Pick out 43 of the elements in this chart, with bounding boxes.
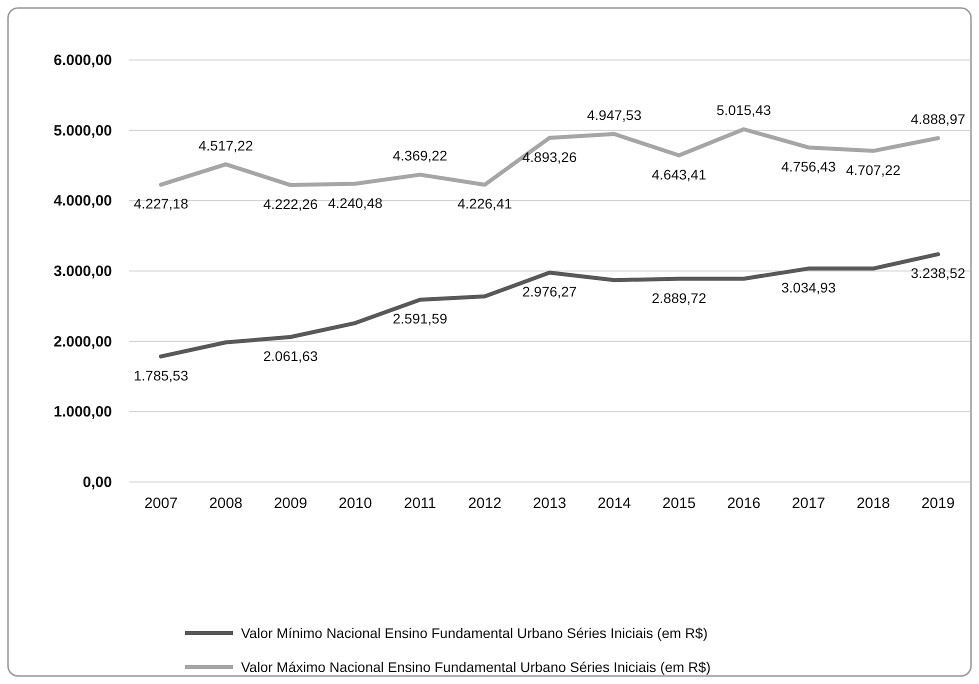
data-label: 1.785,53 (134, 367, 188, 384)
x-tick-label: 2012 (468, 495, 502, 512)
x-tick-label: 2013 (532, 495, 566, 512)
data-label: 2.591,59 (392, 310, 448, 327)
data-label: 4.643,41 (652, 166, 706, 182)
x-tick-label: 2015 (662, 495, 696, 512)
data-label: 4.517,22 (198, 137, 254, 154)
x-tick-label: 2016 (727, 495, 760, 512)
data-label: 3.034,93 (781, 280, 836, 296)
data-label: 4.226,41 (458, 196, 512, 212)
y-tick-label: 1.000,00 (54, 404, 112, 421)
x-tick-label: 2017 (792, 495, 826, 512)
legend-label: Valor Máximo Nacional Ensino Fundamental Urbano Séries Iniciais (em R$) (241, 659, 711, 675)
legend-label: Valor Mínimo Nacional Ensino Fundamental Urbano Séries Iniciais (em R$) (241, 625, 708, 641)
x-tick-label: 2011 (404, 495, 436, 512)
x-tick-label: 2019 (921, 495, 955, 512)
x-tick-label: 2007 (144, 495, 178, 512)
data-label: 4.222,26 (263, 196, 318, 212)
x-tick-label: 2014 (598, 495, 631, 512)
data-label: 4.707,22 (846, 162, 901, 178)
data-label: 4.369,22 (392, 148, 448, 164)
data-label: 4.227,18 (134, 196, 188, 212)
y-tick-label: 4.000,00 (54, 192, 112, 210)
y-tick-label: 3.000,00 (54, 263, 112, 280)
x-tick-label: 2008 (209, 495, 242, 512)
data-label: 2.061,63 (263, 348, 318, 364)
data-label: 3.238,52 (910, 265, 966, 282)
data-label: 4.756,43 (781, 158, 836, 174)
data-label: 4.893,26 (522, 148, 577, 165)
y-tick-label: 2.000,00 (54, 333, 112, 350)
y-tick-label: 6.000,00 (54, 52, 112, 69)
x-tick-label: 2009 (274, 495, 308, 512)
data-label: 4.240,48 (328, 194, 383, 211)
data-label: 4.888,97 (910, 111, 966, 128)
y-tick-label: 5.000,00 (54, 122, 112, 140)
data-label: 2.976,27 (522, 284, 577, 300)
data-label: 5.015,43 (716, 102, 772, 118)
y-tick-label: 0,00 (82, 474, 112, 491)
line-series (159, 127, 940, 188)
x-tick-label: 2010 (338, 495, 372, 512)
x-tick-label: 2018 (856, 495, 890, 512)
data-label: 4.947,53 (587, 107, 642, 124)
data-label: 2.889,72 (652, 290, 706, 306)
